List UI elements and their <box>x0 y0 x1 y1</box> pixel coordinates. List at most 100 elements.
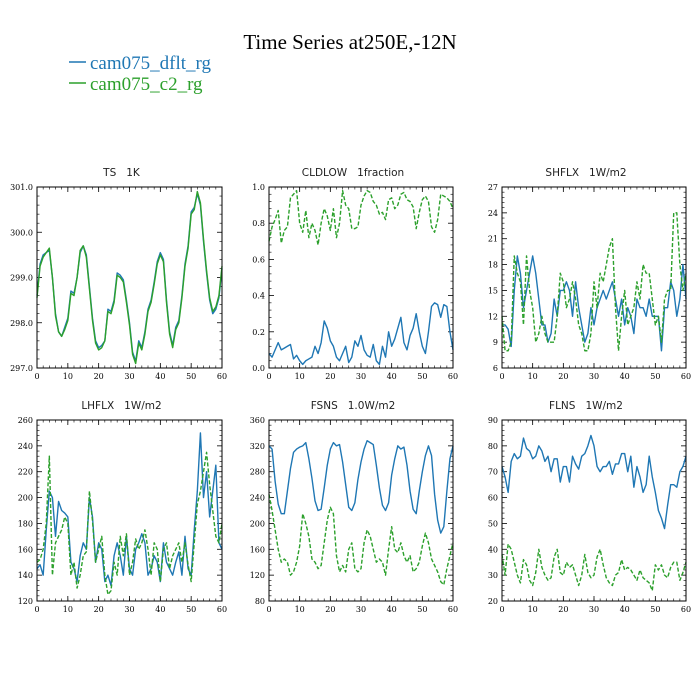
x-tick-label: 60 <box>681 605 691 614</box>
legend: cam075_dflt_rg cam075_c2_rg <box>69 53 212 95</box>
y-tick-label: 280 <box>250 468 265 477</box>
x-tick-label: 60 <box>448 372 458 381</box>
y-tick-label: 0.4 <box>252 292 265 301</box>
y-tick-label: 6 <box>493 364 498 373</box>
x-tick-label: 50 <box>417 372 427 381</box>
x-tick-label: 0 <box>266 605 271 614</box>
x-tick-label: 50 <box>650 372 660 381</box>
x-tick-label: 30 <box>589 372 599 381</box>
figure-title: Time Series at250E,-12N <box>243 30 456 54</box>
x-tick-label: 10 <box>63 372 73 381</box>
y-tick-label: 12 <box>488 312 498 321</box>
x-minor-ticks-ts <box>36 187 223 368</box>
plot-frame-cldlow <box>268 186 454 369</box>
series-line-dflt <box>36 432 223 587</box>
x-tick-label: 50 <box>186 372 196 381</box>
x-tick-label: 40 <box>620 372 630 381</box>
panel-title-ts: TS 1K <box>102 167 141 179</box>
y-tick-label: 200 <box>250 519 265 528</box>
x-tick-label: 50 <box>417 605 427 614</box>
panel-fsns: FSNS 1.0W/m2 0 10 20 30 40 50 60 80 120 160 200 240 2… <box>250 400 458 614</box>
y-tick-label: 120 <box>250 571 265 580</box>
y-tick-label: 180 <box>18 519 33 528</box>
y-tick-label: 120 <box>18 597 33 606</box>
plot-frame-lhflx <box>36 419 223 602</box>
x-minor-ticks-shflx <box>501 187 687 368</box>
y-tick-label: 80 <box>255 597 265 606</box>
panel-ts: TS 1K 0 10 20 30 40 50 60 297.0 298.0 299.0 300.0 30… <box>10 167 227 381</box>
y-tick-label: 320 <box>250 442 265 451</box>
x-tick-label: 0 <box>266 372 271 381</box>
y-tick-label: 260 <box>18 416 33 425</box>
y-tick-label: 27 <box>488 183 498 192</box>
x-tick-label: 60 <box>681 372 691 381</box>
y-tick-label: 90 <box>488 416 498 425</box>
y-tick-label: 220 <box>18 468 33 477</box>
y-tick-label: 0.6 <box>252 255 265 264</box>
x-tick-label: 30 <box>356 372 366 381</box>
legend-label-c2: cam075_c2_rg <box>90 74 203 95</box>
x-tick-label: 40 <box>155 605 165 614</box>
series-line-dflt <box>501 434 687 530</box>
x-tick-label: 10 <box>295 372 305 381</box>
series-line-c2 <box>36 190 223 365</box>
y-tick-label: 70 <box>488 468 498 477</box>
panel-lhflx: LHFLX 1W/m2 0 10 20 30 40 50 60 120 140 160 180 200 2… <box>18 400 227 614</box>
panel-flns: FLNS 1W/m2 0 10 20 30 40 50 60 20 30 40 50 60 70 80 90 <box>488 400 691 614</box>
y-tick-label: 160 <box>250 545 265 554</box>
panel-title-cldlow: CLDLOW 1fraction <box>302 167 404 179</box>
panel-title-lhflx: LHFLX 1W/m2 <box>81 400 161 412</box>
y-tick-label: 240 <box>18 442 33 451</box>
y-tick-label: 30 <box>488 571 498 580</box>
x-tick-label: 10 <box>295 605 305 614</box>
y-tick-label: 140 <box>18 571 33 580</box>
x-tick-label: 0 <box>499 605 504 614</box>
y-tick-label: 24 <box>488 209 498 218</box>
x-minor-ticks-cldlow <box>268 187 454 368</box>
y-tick-label: 18 <box>488 261 498 270</box>
series-line-dflt <box>502 255 687 352</box>
plot-frame-ts <box>36 186 223 369</box>
x-tick-label: 30 <box>356 605 366 614</box>
y-tick-label: 40 <box>488 545 498 554</box>
x-tick-label: 0 <box>34 372 39 381</box>
panel-shflx: SHFLX 1W/m2 0 10 20 30 40 50 60 6 9 12 15 18 21 24 27 <box>488 167 691 381</box>
x-tick-label: 40 <box>620 605 630 614</box>
x-tick-label: 60 <box>217 605 227 614</box>
plot-frame-shflx <box>501 186 687 369</box>
y-tick-label: 0.2 <box>252 328 265 337</box>
x-tick-label: 20 <box>325 372 335 381</box>
x-tick-label: 10 <box>63 605 73 614</box>
y-tick-label: 80 <box>488 442 498 451</box>
y-tick-label: 301.0 <box>10 183 33 192</box>
x-tick-label: 30 <box>124 605 134 614</box>
x-tick-label: 40 <box>387 605 397 614</box>
x-tick-label: 20 <box>558 605 568 614</box>
y-tick-label: 299.0 <box>10 274 33 283</box>
x-minor-ticks-fsns <box>268 420 454 601</box>
panel-title-flns: FLNS 1W/m2 <box>549 400 623 412</box>
x-tick-label: 10 <box>528 605 538 614</box>
y-tick-label: 360 <box>250 416 265 425</box>
series-line-c2 <box>268 189 454 246</box>
y-tick-label: 298.0 <box>10 319 33 328</box>
x-tick-label: 50 <box>186 605 196 614</box>
panel-title-shflx: SHFLX 1W/m2 <box>545 167 626 179</box>
x-tick-label: 0 <box>34 605 39 614</box>
x-tick-label: 20 <box>94 372 104 381</box>
series-line-c2 <box>268 494 454 586</box>
plot-frame-flns <box>501 419 687 602</box>
x-tick-label: 0 <box>499 372 504 381</box>
series-line-c2 <box>36 451 223 596</box>
y-tick-label: 50 <box>488 519 498 528</box>
series-line-c2 <box>501 543 687 592</box>
x-tick-label: 30 <box>124 372 134 381</box>
y-tick-label: 240 <box>250 494 265 503</box>
y-tick-label: 160 <box>18 545 33 554</box>
x-tick-label: 40 <box>155 372 165 381</box>
y-tick-label: 15 <box>488 286 498 295</box>
legend-label-dflt: cam075_dflt_rg <box>90 53 212 74</box>
x-tick-label: 60 <box>448 605 458 614</box>
series-line-dflt <box>268 439 454 534</box>
